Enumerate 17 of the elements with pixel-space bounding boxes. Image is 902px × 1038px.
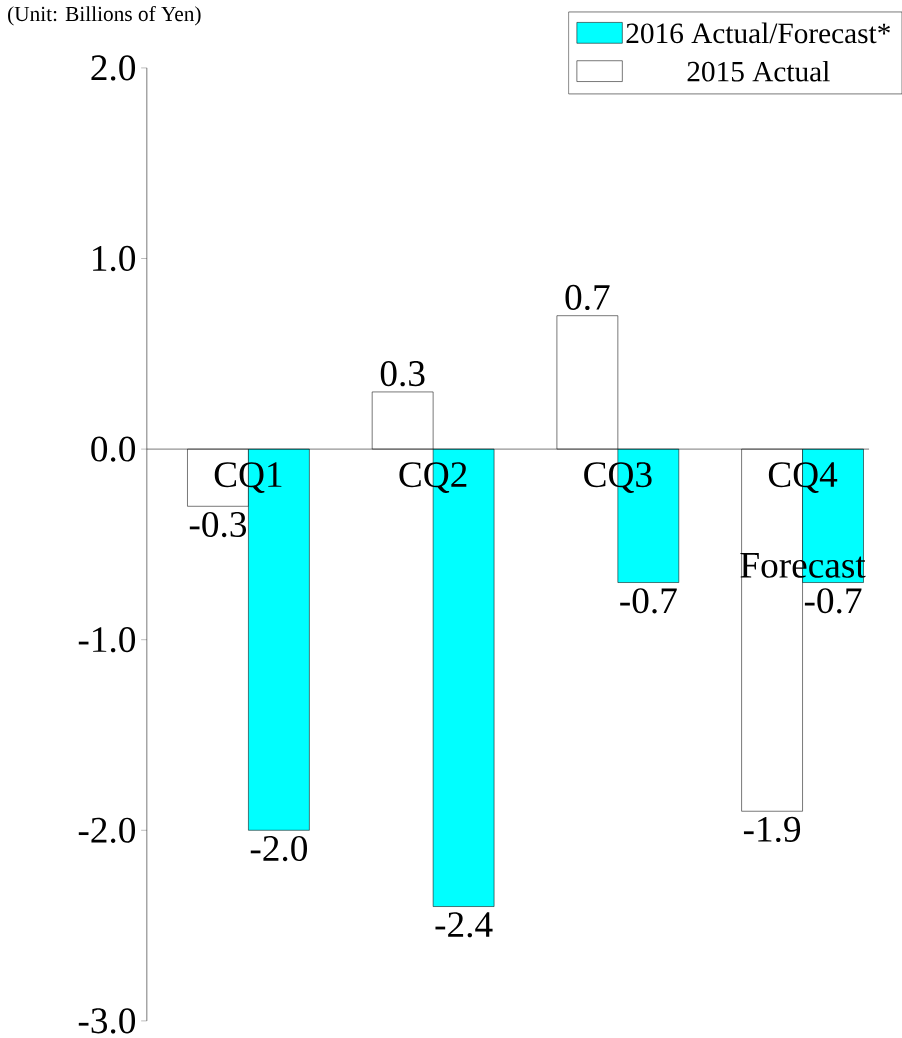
data-label: 0.7 (565, 284, 610, 311)
legend-label: 2016 Actual/Forecast* (626, 22, 890, 44)
y-tick-label: 2.0 (91, 55, 135, 81)
y-tick-label: 1.0 (92, 245, 135, 272)
data-label: -2.0 (250, 835, 307, 862)
data-label: -1.9 (743, 816, 800, 843)
y-tick-label: -3.0 (78, 1008, 135, 1034)
y-tick-label: -1.0 (78, 627, 135, 653)
y-tick-label: -2.0 (78, 817, 135, 843)
data-label: -2.4 (435, 912, 493, 938)
y-tick-label: 0.0 (91, 436, 135, 462)
text: (Unit: Billions of Yen) (7, 5, 201, 26)
data-label: -0.3 (189, 511, 246, 538)
data-label: 0.3 (380, 361, 425, 387)
legend-label: 2015 Actual (687, 60, 830, 82)
data-label: -0.7 (620, 588, 677, 614)
data-label: -0.7 (804, 588, 862, 614)
